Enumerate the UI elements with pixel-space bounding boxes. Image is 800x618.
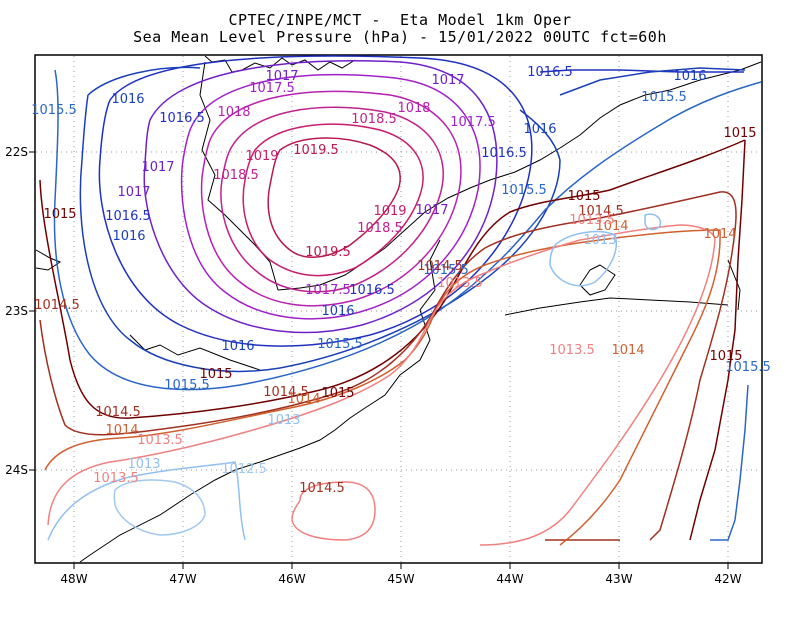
isobar-label: 1018.5: [213, 168, 259, 183]
isobar-label: 1016.5: [159, 111, 205, 126]
map-frame: [34, 54, 763, 564]
isobar-label: 1013.5: [549, 343, 595, 358]
isobar-label: 1017: [415, 203, 448, 218]
isobar-label: 1016.5: [481, 146, 527, 161]
isobar-label: 1014: [703, 227, 736, 242]
isobar-label: 1015: [723, 126, 756, 141]
isobar-label: 1014.5: [263, 385, 309, 400]
isobar-label: 1018.5: [357, 221, 403, 236]
isobar-label: 1015: [43, 207, 76, 222]
isobar-label: 1019: [373, 204, 406, 219]
isobar-label: 1014.5: [34, 298, 80, 313]
isobar-label: 1015.5: [725, 360, 771, 375]
isobar-label: 1015.5: [641, 90, 687, 105]
isobar-label: 1015: [567, 189, 600, 204]
y-tick-labels: 22S 23S 24S: [5, 145, 28, 477]
isobar-label: 1015.5: [164, 378, 210, 393]
isobar-label: 1018: [397, 101, 430, 116]
map-title: CPTEC/INPE/MCT - Eta Model 1km Oper Sea …: [0, 12, 800, 46]
isobar-label: 1018: [217, 105, 250, 120]
isobar-label: 1016: [321, 304, 354, 319]
isobar-label: 1013.5: [137, 433, 183, 448]
isobar-label: 1014.5: [299, 481, 345, 496]
isobar-label: 1016: [523, 122, 556, 137]
isobar-label: 1017: [141, 160, 174, 175]
y-tick-label: 23S: [5, 304, 28, 318]
x-tick-label: 43W: [605, 572, 632, 586]
isobar-label: 1016: [112, 229, 145, 244]
x-tick-label: 48W: [60, 572, 87, 586]
isobar-label: 1017: [431, 73, 464, 88]
isobar-label: 1015.5: [423, 263, 469, 278]
isobar-label: 1014: [105, 423, 138, 438]
isobar-label: 1017.5: [249, 81, 295, 96]
x-tick-label: 42W: [714, 572, 741, 586]
title-line-2: Sea Mean Level Pressure (hPa) - 15/01/20…: [133, 28, 667, 46]
isobar-label: 1012.5: [221, 462, 267, 477]
isobar-label: 1014: [611, 343, 644, 358]
isobar-label: 1013.5: [569, 213, 615, 228]
isobar-label: 1019.5: [305, 245, 351, 260]
x-tick-label: 47W: [169, 572, 196, 586]
isobar-label: 1013: [127, 457, 160, 472]
isobar-label: 1019.5: [293, 143, 339, 158]
isobar-label: 1015: [321, 386, 354, 401]
isobar-label: 1014.5: [578, 204, 624, 219]
isobar-label: 1015.5: [501, 183, 547, 198]
isobar-label: 1015.5: [317, 337, 363, 352]
x-tick-labels: 48W 47W 46W 45W 44W 43W 42W: [60, 572, 741, 586]
isobar-label: 1016.5: [349, 283, 395, 298]
y-tick-label: 22S: [5, 145, 28, 159]
isobar-label: 1013.5: [437, 276, 483, 291]
axis-ticks: [29, 151, 729, 569]
graticule: [36, 56, 761, 562]
isobar-label: 1015.5: [31, 103, 77, 118]
y-tick-label: 24S: [5, 463, 28, 477]
isobar-label: 1013.5: [93, 471, 139, 486]
x-tick-label: 45W: [387, 572, 414, 586]
isobars: [39, 55, 762, 546]
isobar-label: 1014.5: [95, 405, 141, 420]
isobar-label: 1013: [583, 233, 616, 248]
isobar-label: 1016.5: [527, 65, 573, 80]
isobar-label: 1019: [245, 149, 278, 164]
isobar-label: 1016: [221, 339, 254, 354]
x-tick-label: 46W: [278, 572, 305, 586]
title-line-1: CPTEC/INPE/MCT - Eta Model 1km Oper: [228, 11, 572, 29]
isobar-label: 1017.5: [450, 115, 496, 130]
isobar-label: 1014: [287, 392, 320, 407]
isobar-label: 1016: [111, 92, 144, 107]
isobar-label: 1015: [709, 349, 742, 364]
isobar-label: 1016.5: [105, 209, 151, 224]
isobar-label: 1014: [595, 219, 628, 234]
isobar-label: 1017: [265, 69, 298, 84]
isobar-label: 1015: [199, 367, 232, 382]
isobar-label: 1017: [117, 185, 150, 200]
isobar-label: 1014.5: [417, 259, 463, 274]
isobar-label: 1017.5: [305, 283, 351, 298]
isobar-label: 1018.5: [351, 112, 397, 127]
x-tick-label: 44W: [496, 572, 523, 586]
isobar-label: 1013: [267, 413, 300, 428]
isobar-label: 1016: [673, 69, 706, 84]
